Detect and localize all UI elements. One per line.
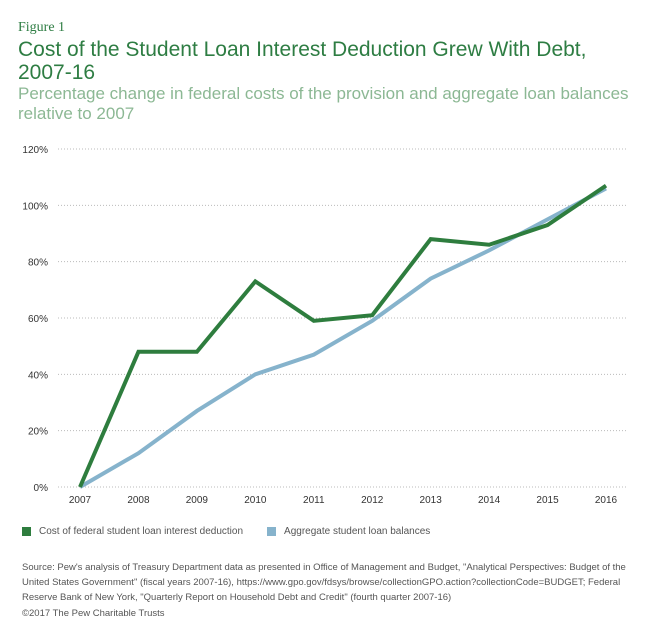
- figure-label: Figure 1: [18, 20, 66, 35]
- x-tick-label: 2010: [244, 495, 267, 506]
- x-tick-label: 2009: [186, 495, 209, 506]
- legend-swatch-balances: [267, 527, 277, 536]
- x-tick-label: 2014: [478, 495, 501, 506]
- copyright: ©2017 The Pew Charitable Trusts: [22, 608, 165, 619]
- x-tick-label: 2008: [127, 495, 150, 506]
- x-tick-label: 2012: [361, 495, 384, 506]
- y-tick-label: 60%: [28, 314, 48, 325]
- y-tick-label: 0%: [34, 483, 49, 494]
- y-tick-label: 100%: [22, 201, 48, 212]
- x-tick-label: 2007: [69, 495, 92, 506]
- legend-swatch-cost: [22, 527, 31, 536]
- x-tick-label: 2013: [420, 495, 443, 506]
- legend-label: Aggregate student loan balances: [284, 526, 431, 537]
- x-tick-label: 2016: [595, 495, 618, 506]
- y-tick-label: 120%: [22, 145, 48, 156]
- legend: Cost of federal student loan interest de…: [22, 526, 430, 537]
- y-tick-label: 20%: [28, 427, 48, 438]
- y-tick-label: 40%: [28, 370, 48, 381]
- source-note: Source: Pew's analysis of Treasury Depar…: [22, 562, 626, 603]
- x-tick-label: 2011: [303, 495, 325, 506]
- legend-item-balances: Aggregate student loan balances: [267, 526, 430, 537]
- chart-title: Cost of the Student Loan Interest Deduct…: [18, 38, 587, 84]
- legend-item-cost: Cost of federal student loan interest de…: [22, 526, 243, 537]
- chart-subtitle: Percentage change in federal costs of th…: [18, 84, 629, 123]
- x-tick-label: 2015: [536, 495, 559, 506]
- legend-label: Cost of federal student loan interest de…: [39, 526, 244, 537]
- series-line-cost: [78, 183, 608, 488]
- y-tick-label: 80%: [28, 258, 48, 269]
